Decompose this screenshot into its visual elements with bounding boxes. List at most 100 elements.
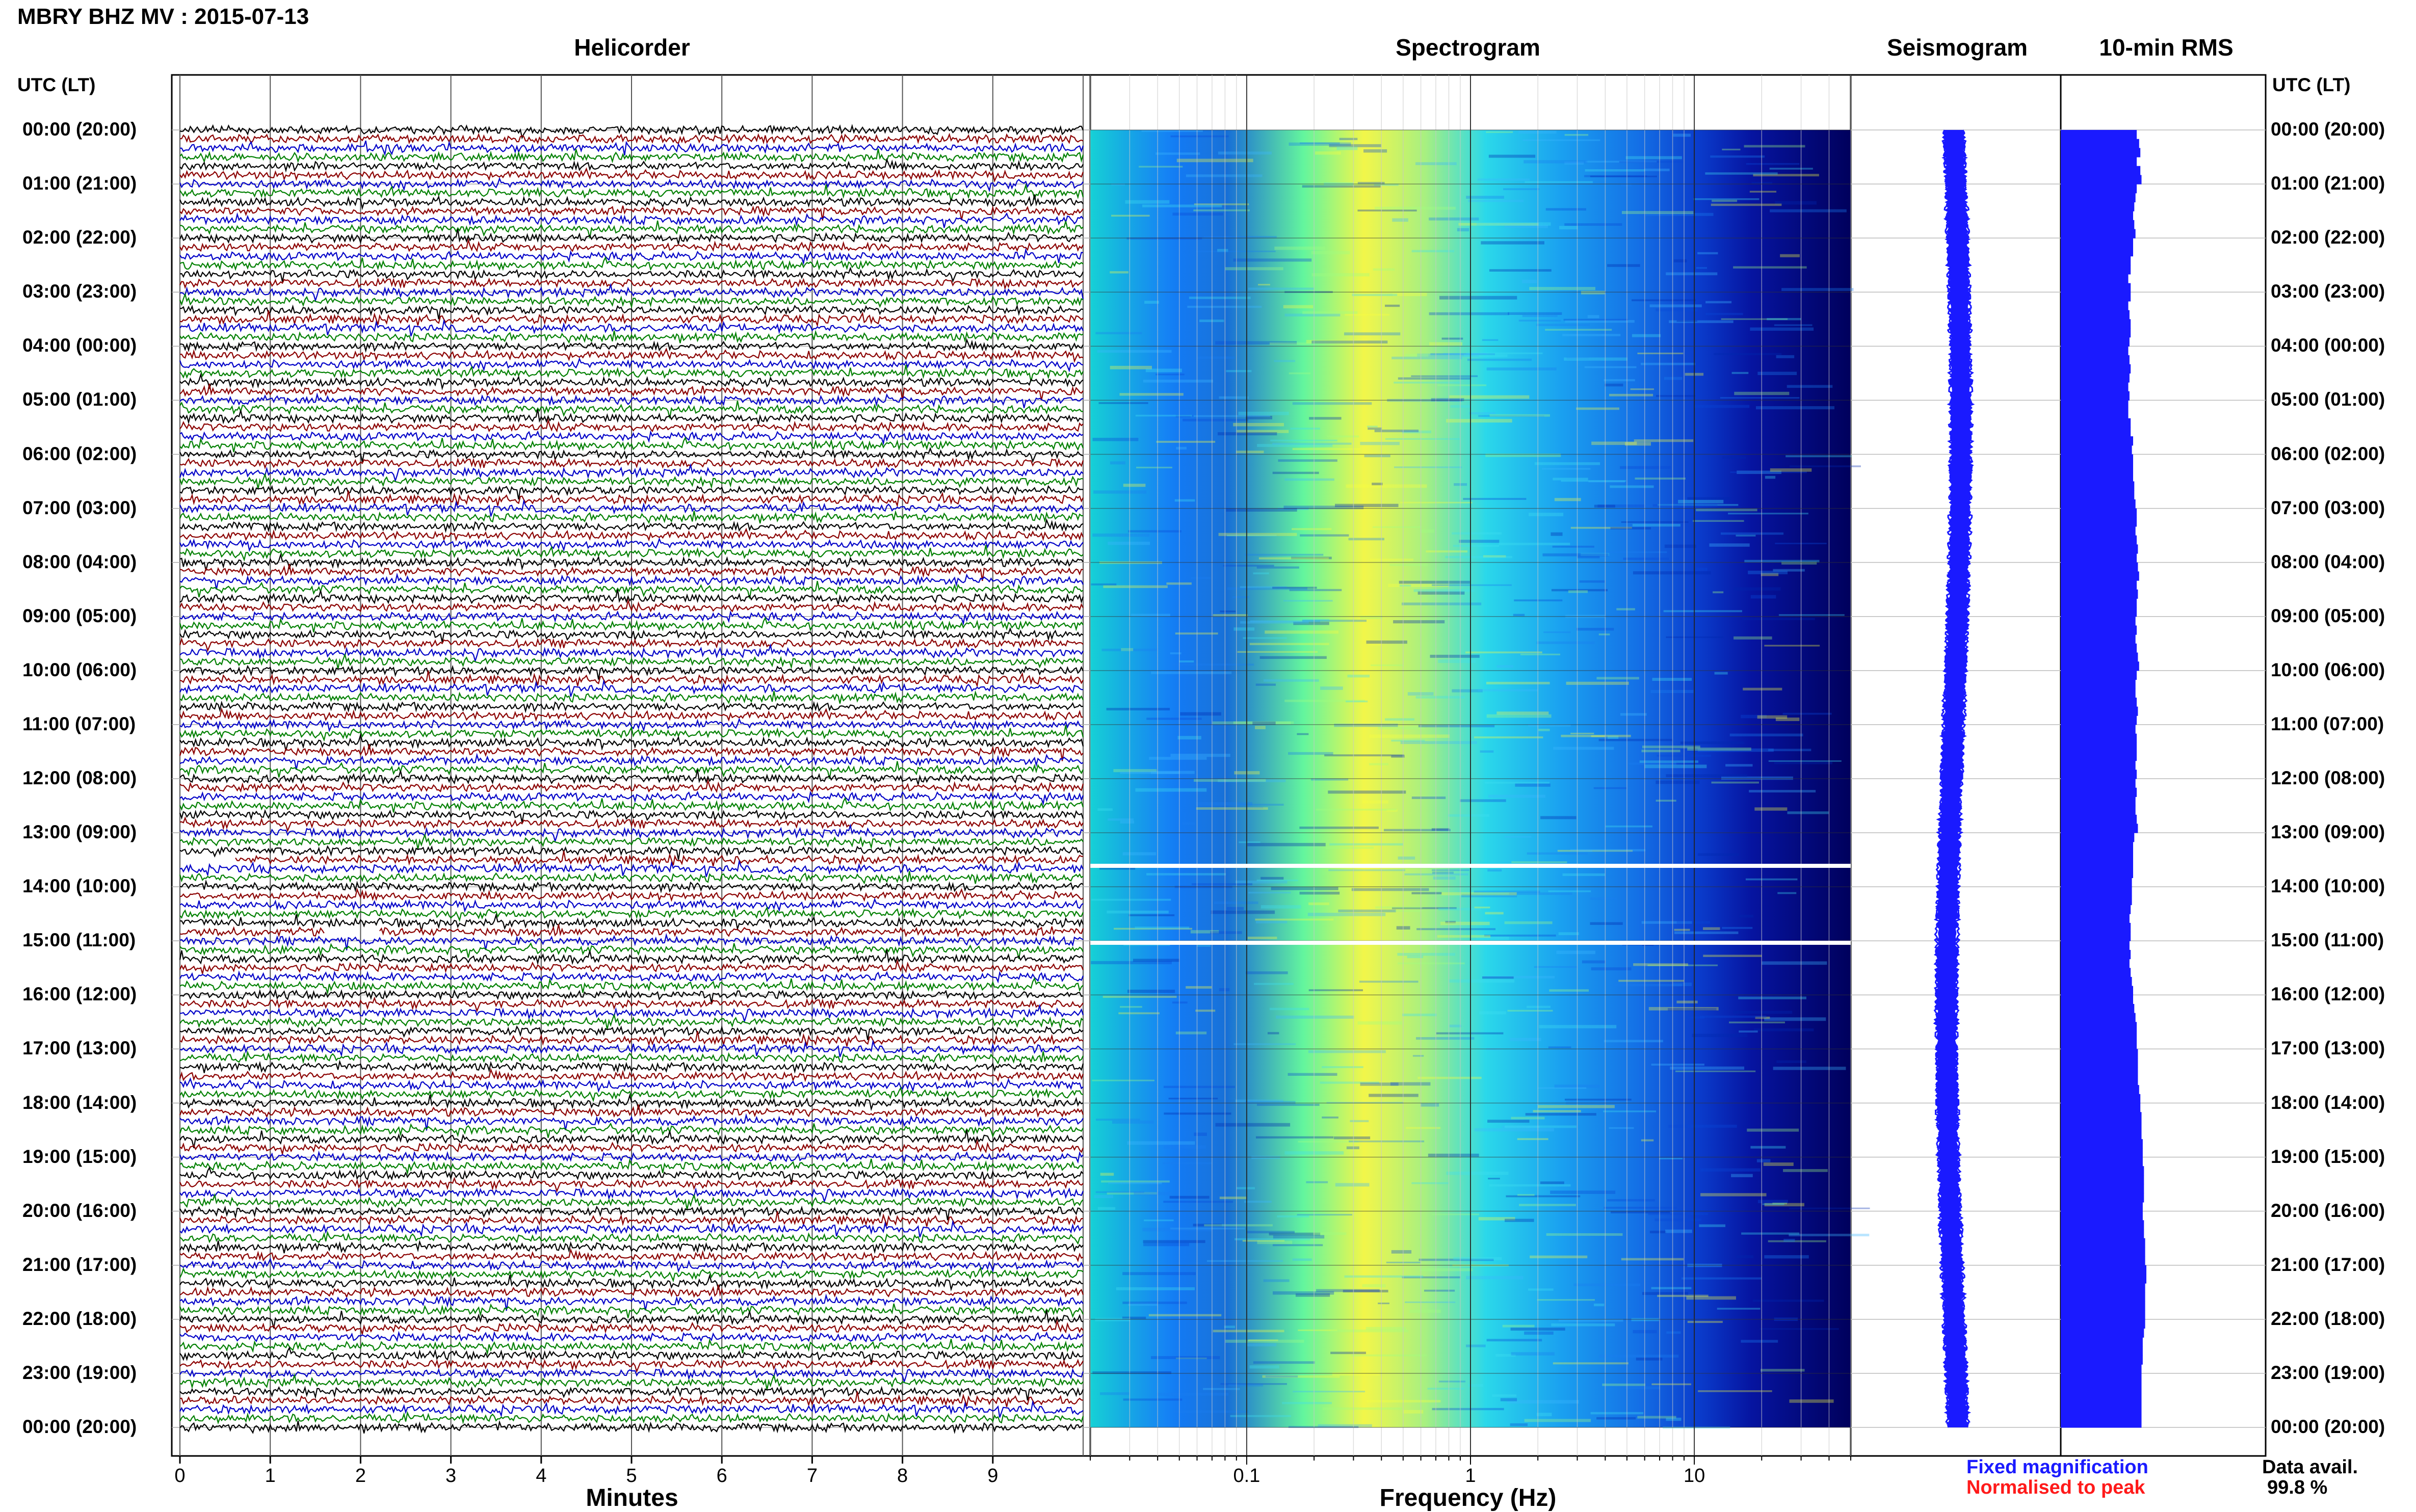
rms-bar bbox=[2061, 274, 2129, 284]
helicorder-trace bbox=[179, 499, 1084, 517]
helicorder-trace bbox=[179, 283, 1084, 303]
spectrogram-streak bbox=[1528, 724, 1571, 727]
spectrogram-streak bbox=[1657, 1294, 1709, 1297]
spectrogram-streak bbox=[1593, 787, 1627, 789]
spectrogram-streak bbox=[1429, 342, 1463, 346]
spectrogram-streak bbox=[1588, 481, 1625, 483]
rms-bar bbox=[2061, 833, 2135, 842]
spectrogram-streak bbox=[1459, 799, 1506, 802]
rms-bar bbox=[2061, 256, 2131, 266]
spectrogram-streak bbox=[1291, 556, 1332, 560]
spectrogram-streak bbox=[1146, 873, 1226, 876]
right-time-label: 15:00 (11:00) bbox=[2271, 930, 2384, 951]
spectrogram-streak bbox=[1401, 602, 1482, 605]
spectrogram-streak bbox=[1666, 774, 1747, 777]
spectrogram-streak bbox=[1092, 438, 1139, 441]
rms-bar bbox=[2061, 292, 2131, 302]
helicorder-trace bbox=[179, 1331, 1084, 1344]
right-time-header: UTC (LT) bbox=[2272, 74, 2351, 95]
spectrogram-streak bbox=[1739, 1030, 1758, 1033]
spectrogram-streak bbox=[1111, 215, 1150, 217]
helicorder-trace bbox=[179, 1310, 1084, 1329]
spectrogram-streak bbox=[1687, 497, 1731, 500]
helicorder-trace bbox=[179, 1284, 1084, 1298]
spectrogram-streak bbox=[1164, 1112, 1231, 1115]
spectrogram-streak bbox=[1215, 341, 1297, 345]
spectrogram-streak bbox=[1755, 406, 1835, 410]
spectrogram-streak bbox=[1625, 442, 1651, 446]
helicorder-trace bbox=[179, 1400, 1084, 1418]
spectrogram-streak bbox=[1405, 1127, 1441, 1129]
spectrogram-streak bbox=[1411, 797, 1446, 799]
spectrogram-streak bbox=[1632, 523, 1680, 527]
helicorder-trace bbox=[179, 1205, 1084, 1221]
helicorder-trace bbox=[179, 430, 1084, 446]
spectrogram-streak bbox=[1696, 509, 1757, 512]
helicorder-trace bbox=[179, 1303, 1084, 1318]
spectrogram-streak bbox=[1731, 1174, 1753, 1178]
rms-bar bbox=[2061, 1004, 2135, 1014]
spectrogram-streak bbox=[1366, 640, 1407, 644]
helicorder-trace bbox=[179, 1211, 1083, 1227]
spectrogram-streak bbox=[1564, 357, 1628, 361]
spectrogram-streak bbox=[1194, 203, 1249, 205]
spectrogram-streak bbox=[1764, 1203, 1804, 1207]
spectrogram-streak bbox=[1272, 587, 1317, 589]
rms-bar bbox=[2061, 1175, 2144, 1185]
helicorder-trace bbox=[179, 132, 1084, 145]
spectrogram-streak bbox=[1449, 1024, 1461, 1027]
spectrogram-streak bbox=[1652, 678, 1692, 681]
helicorder-trace bbox=[179, 733, 1084, 751]
spectrogram-streak bbox=[1781, 288, 1854, 291]
rms-bar bbox=[2061, 797, 2136, 806]
spectrogram-streak bbox=[1546, 1233, 1623, 1236]
spectrogram-streak bbox=[1233, 258, 1312, 262]
spectrogram-streak bbox=[1621, 211, 1694, 215]
spectrogram-streak bbox=[1466, 196, 1504, 199]
spectrogram-streak bbox=[1413, 589, 1475, 592]
spectrogram-streak bbox=[1363, 149, 1387, 153]
spectrogram-streak bbox=[1431, 398, 1464, 402]
spectrogram-streak bbox=[1332, 1372, 1380, 1376]
spectrogram-streak bbox=[1095, 332, 1142, 334]
spectrogram-streak bbox=[1134, 1191, 1172, 1196]
spectrogram-streak bbox=[1562, 334, 1621, 336]
right-time-label: 06:00 (02:00) bbox=[2271, 443, 2385, 464]
rms-bar bbox=[2061, 427, 2131, 437]
spectrogram-streak bbox=[1218, 779, 1286, 782]
spectrogram-streak bbox=[1226, 370, 1252, 373]
spectrogram-streak bbox=[1536, 641, 1595, 644]
spectrogram-streak bbox=[1485, 912, 1504, 915]
spectrogram-streak bbox=[1773, 569, 1805, 572]
spectrogram-streak bbox=[1486, 714, 1552, 718]
spectrogram-streak bbox=[1777, 892, 1797, 894]
rms-bar bbox=[2061, 535, 2137, 545]
spectrogram-streak bbox=[1641, 750, 1680, 753]
spectrogram-streak bbox=[1121, 648, 1134, 651]
helicorder-x-label: Minutes bbox=[586, 1484, 678, 1511]
spectrogram-streak bbox=[1697, 853, 1739, 856]
spectrogram-streak bbox=[1236, 450, 1264, 454]
spectrogram-streak bbox=[1762, 1203, 1784, 1205]
spectrogram-streak bbox=[1189, 297, 1251, 299]
helicorder-trace bbox=[179, 744, 1084, 761]
spectrogram-streak bbox=[1163, 1162, 1213, 1164]
spectrogram-streak bbox=[1315, 151, 1341, 155]
spectrogram-streak bbox=[1175, 632, 1218, 635]
spectrogram-streak bbox=[1676, 1000, 1698, 1003]
spectrogram-streak bbox=[1226, 508, 1297, 512]
spectrogram-streak bbox=[1282, 1402, 1332, 1404]
helicorder-trace bbox=[179, 401, 1083, 419]
helicorder-x-tick-label: 6 bbox=[717, 1465, 727, 1487]
spectrogram-streak bbox=[1729, 1021, 1785, 1024]
spectrogram-streak bbox=[1360, 1082, 1399, 1086]
spectrogram-streak bbox=[1399, 585, 1411, 587]
spectrogram-streak bbox=[1206, 1260, 1283, 1262]
spectrogram-streak bbox=[1642, 746, 1700, 749]
spectrogram-streak bbox=[1507, 1010, 1553, 1012]
spectrogram-streak bbox=[1438, 1381, 1466, 1383]
helicorder-trace bbox=[179, 148, 1084, 164]
spectrogram-streak bbox=[1345, 313, 1390, 316]
helicorder-trace bbox=[179, 267, 1084, 283]
spectrogram-streak bbox=[1098, 402, 1148, 404]
